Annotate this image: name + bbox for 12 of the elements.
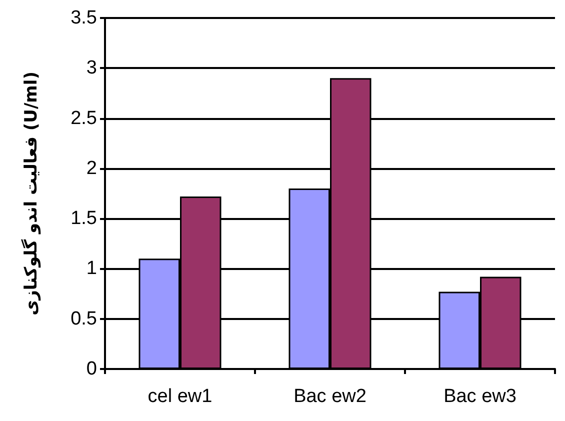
y-tick-label: 3.5	[70, 8, 97, 28]
y-tick-label: 1	[86, 258, 97, 280]
y-tick-label: 0.5	[70, 308, 97, 330]
y-tick-label: 3	[86, 58, 97, 79]
y-tick-label: 1.5	[70, 208, 97, 230]
y-tick-label: 0	[86, 358, 97, 380]
y-tick-label: 2	[86, 158, 97, 179]
y-tick-label: 2.5	[70, 108, 97, 129]
x-tick-label: cel ew1	[148, 386, 212, 407]
x-tick-label: Bac ew3	[444, 386, 516, 407]
x-tick-label: Bac ew2	[294, 386, 366, 407]
y-axis-title: فعالیت اندو گلوکنازی (U/ml)	[20, 72, 42, 316]
